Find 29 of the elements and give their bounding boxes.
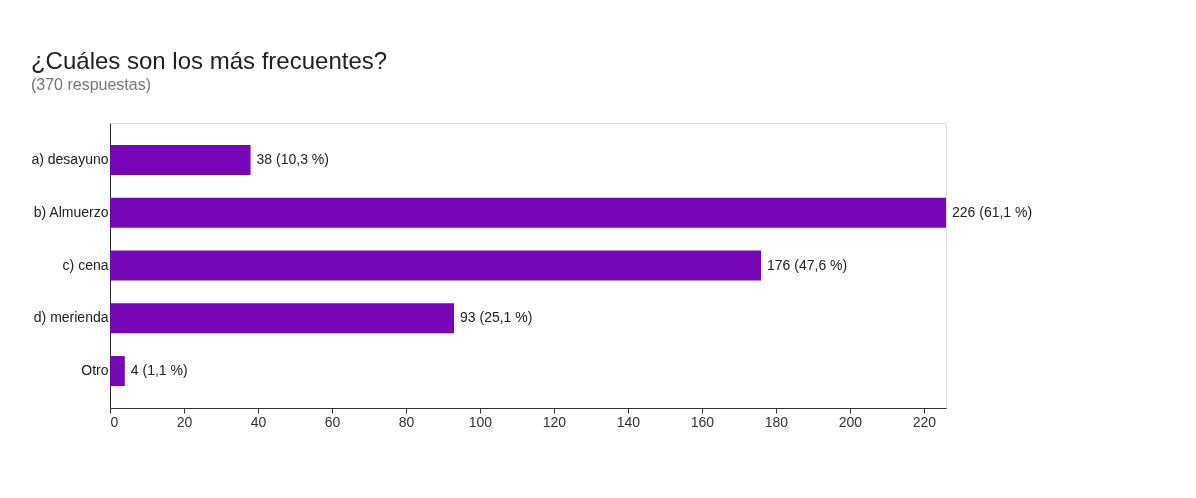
x-tick-label: 20: [176, 413, 193, 430]
x-tick-label: 40: [250, 413, 267, 430]
y-tick-label: a) desayuno: [31, 150, 109, 167]
bar: [110, 250, 762, 281]
data-label: 176 (47,6 %): [767, 256, 848, 273]
y-tick-label: b) Almuerzo: [33, 203, 109, 220]
y-tick-label: d) merienda: [33, 309, 109, 326]
chart-title: ¿Cuáles son los más frecuentes?: [30, 47, 388, 74]
x-tick-label: 120: [542, 413, 567, 430]
x-tick-label: 160: [690, 413, 715, 430]
data-label: 226 (61,1 %): [952, 203, 1033, 220]
x-tick-label: 220: [912, 413, 937, 430]
x-tick-label: 140: [616, 413, 641, 430]
x-tick-label: 0: [110, 413, 119, 430]
x-tick-label: 100: [468, 413, 493, 430]
x-tick-label: 200: [838, 413, 863, 430]
bar: [110, 356, 125, 387]
y-tick-label: Otro: [81, 362, 109, 379]
x-tick-label: 80: [398, 413, 415, 430]
bar: [110, 197, 946, 228]
data-label: 4 (1,1 %): [130, 362, 188, 379]
bar: [110, 303, 455, 334]
data-label: 93 (25,1 %): [460, 309, 533, 326]
y-tick-label: c) cena: [62, 256, 109, 273]
x-tick-label: 180: [764, 413, 789, 430]
chart-subtitle: (370 respuestas): [30, 76, 152, 93]
data-label: 38 (10,3 %): [256, 150, 329, 167]
x-tick-label: 60: [324, 413, 341, 430]
bar: [110, 144, 251, 175]
